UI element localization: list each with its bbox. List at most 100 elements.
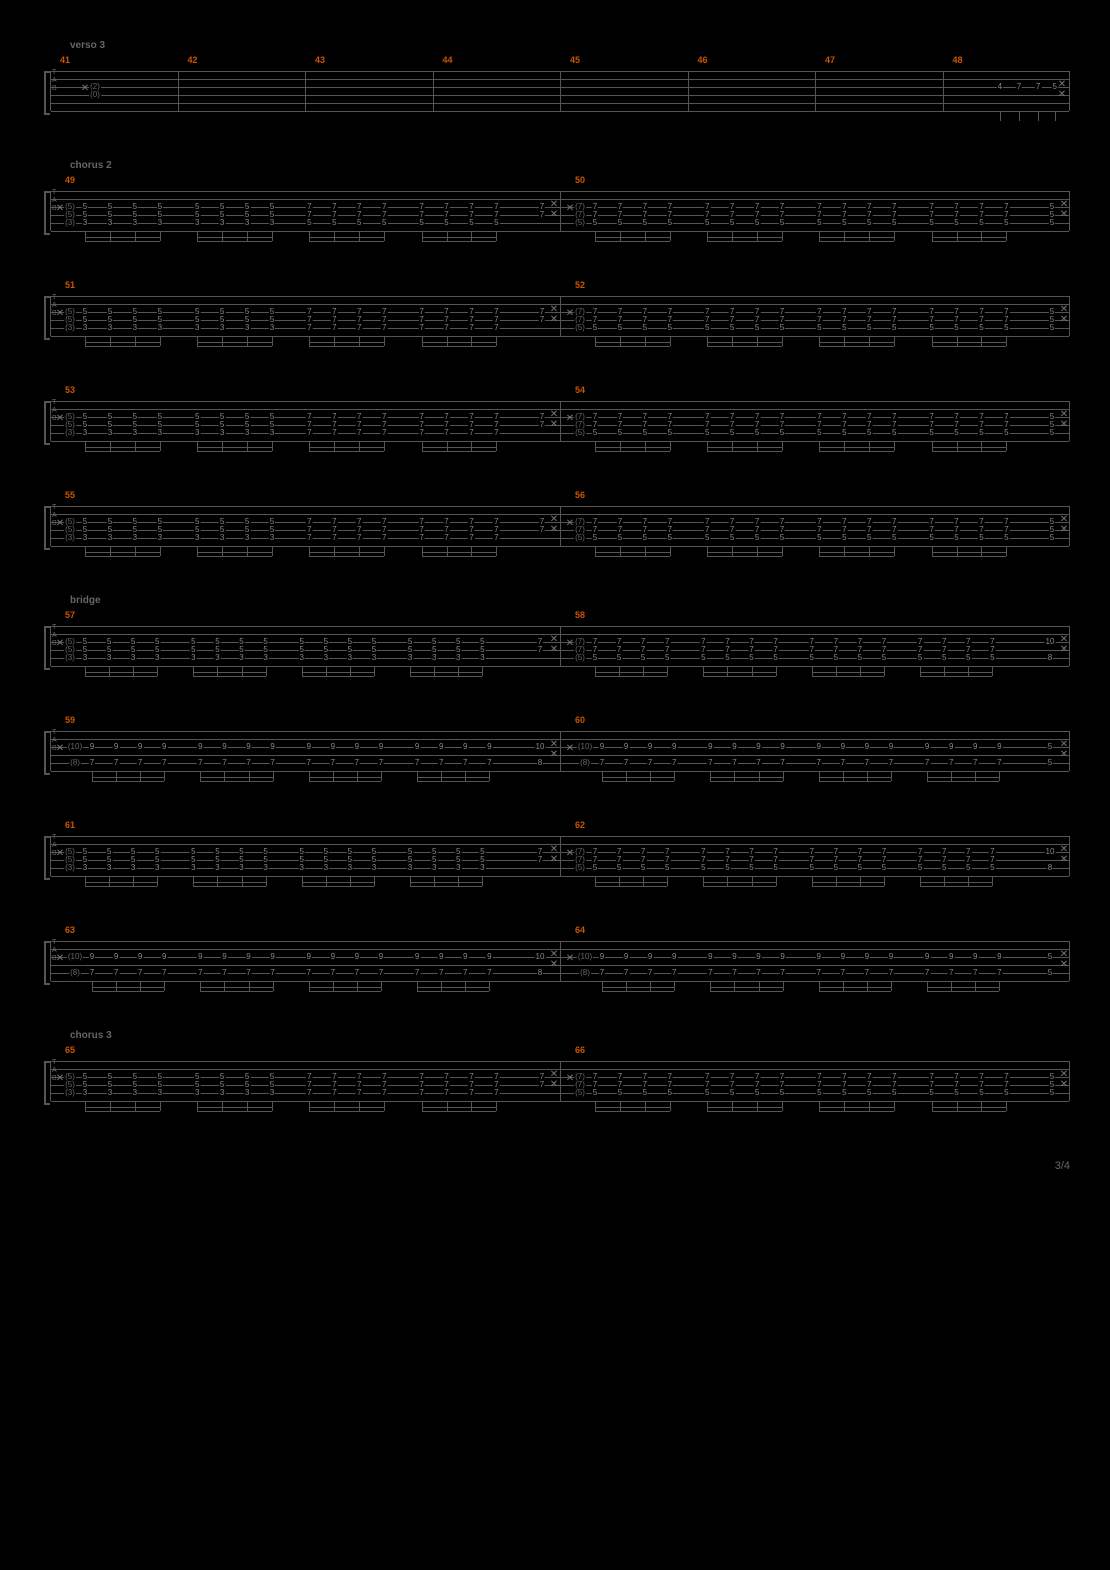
fret-number: 7 — [707, 759, 713, 767]
fret-number: 9 — [671, 743, 677, 751]
fret-number: 7 — [306, 969, 312, 977]
fret-number: 8 — [537, 969, 543, 977]
fret-number: 5 — [779, 1089, 785, 1097]
fret-number: 9 — [924, 743, 930, 751]
fret-number: 3 — [219, 219, 225, 227]
fret-number: 5 — [891, 324, 897, 332]
mute-mark: ✕ — [56, 203, 64, 214]
fret-number: 3 — [82, 219, 88, 227]
fret-number: 7 — [840, 969, 846, 977]
fret-number: 9 — [330, 743, 336, 751]
fret-number: 5 — [1049, 324, 1055, 332]
fret-number: 3 — [371, 654, 377, 662]
fret-number: 5 — [866, 534, 872, 542]
fret-number: 7 — [486, 969, 492, 977]
fret-number: (5) — [574, 324, 586, 332]
mute-mark: ✕ — [566, 1073, 574, 1084]
fret-number: 9 — [623, 953, 629, 961]
fret-number: 9 — [89, 743, 95, 751]
fret-number: 3 — [238, 864, 244, 872]
fret-number: 5 — [1003, 219, 1009, 227]
fret-number: 3 — [130, 654, 136, 662]
fret-number: 7 — [378, 969, 384, 977]
fret-number: 9 — [354, 743, 360, 751]
fret-number: 5 — [989, 864, 995, 872]
fret-number: 7 — [381, 534, 387, 542]
measure-number: 52 — [575, 280, 585, 290]
fret-number: 5 — [989, 654, 995, 662]
fret-number: 3 — [130, 864, 136, 872]
fret-number: 7 — [468, 1089, 474, 1097]
mute-mark: ✕ — [550, 854, 558, 865]
fret-number: 7 — [1035, 83, 1041, 91]
fret-number: 5 — [809, 864, 815, 872]
fret-number: 5 — [704, 534, 710, 542]
fret-number: 7 — [443, 1089, 449, 1097]
fret-number: 3 — [244, 219, 250, 227]
fret-number: 3 — [82, 534, 88, 542]
fret-number: 9 — [378, 953, 384, 961]
fret-number: 9 — [137, 743, 143, 751]
fret-number: 5 — [617, 219, 623, 227]
measure-number: 61 — [65, 820, 75, 830]
fret-number: 5 — [729, 219, 735, 227]
fret-number: 3 — [107, 219, 113, 227]
fret-number: 5 — [816, 534, 822, 542]
fret-number: 3 — [194, 324, 200, 332]
tab-system: TAB5556(5)(5)(3)✕55355355355355355355355… — [30, 490, 1080, 575]
measure-number: 48 — [953, 55, 963, 65]
fret-number: 7 — [356, 324, 362, 332]
fret-number: 5 — [891, 534, 897, 542]
fret-number: 7 — [89, 969, 95, 977]
fret-number: 3 — [214, 654, 220, 662]
measure-number: 49 — [65, 175, 75, 185]
fret-number: 5 — [592, 324, 598, 332]
fret-number: 5 — [866, 219, 872, 227]
fret-number: 7 — [731, 969, 737, 977]
fret-number: 5 — [978, 429, 984, 437]
fret-number: 7 — [647, 759, 653, 767]
section-label: chorus 3 — [70, 1030, 1080, 1041]
mute-mark: ✕ — [550, 524, 558, 535]
fret-number: 7 — [113, 759, 119, 767]
fret-number: 5 — [493, 219, 499, 227]
fret-number: 9 — [864, 953, 870, 961]
fret-number: 7 — [537, 646, 543, 654]
fret-number: 9 — [972, 953, 978, 961]
fret-number: 5 — [724, 864, 730, 872]
fret-number: 7 — [539, 316, 545, 324]
fret-number: 5 — [1049, 219, 1055, 227]
mute-mark: ✕ — [550, 314, 558, 325]
fret-number: (10) — [67, 743, 83, 751]
fret-number: 5 — [953, 534, 959, 542]
fret-number: 7 — [888, 759, 894, 767]
fret-number: 9 — [707, 743, 713, 751]
mute-mark: ✕ — [56, 743, 64, 754]
fret-number: 5 — [381, 219, 387, 227]
mute-mark: ✕ — [566, 953, 574, 964]
fret-number: 7 — [414, 969, 420, 977]
fret-number: (3) — [64, 864, 76, 872]
measure-number: 50 — [575, 175, 585, 185]
fret-number: 3 — [107, 324, 113, 332]
mute-mark: ✕ — [1060, 524, 1068, 535]
fret-number: 3 — [157, 324, 163, 332]
fret-number: 9 — [924, 953, 930, 961]
fret-number: 7 — [972, 759, 978, 767]
fret-number: 10 — [1045, 848, 1056, 856]
fret-number: 3 — [244, 429, 250, 437]
fret-number: 9 — [731, 953, 737, 961]
fret-number: 3 — [323, 654, 329, 662]
fret-number: 9 — [414, 953, 420, 961]
fret-number: 7 — [438, 759, 444, 767]
fret-number: 5 — [857, 864, 863, 872]
fret-number: 7 — [356, 429, 362, 437]
fret-number: 7 — [137, 759, 143, 767]
mute-mark: ✕ — [56, 308, 64, 319]
fret-number: 3 — [82, 324, 88, 332]
measure-number: 53 — [65, 385, 75, 395]
fret-number: 9 — [378, 743, 384, 751]
fret-number: 5 — [917, 654, 923, 662]
fret-number: 3 — [194, 534, 200, 542]
fret-number: 7 — [381, 429, 387, 437]
